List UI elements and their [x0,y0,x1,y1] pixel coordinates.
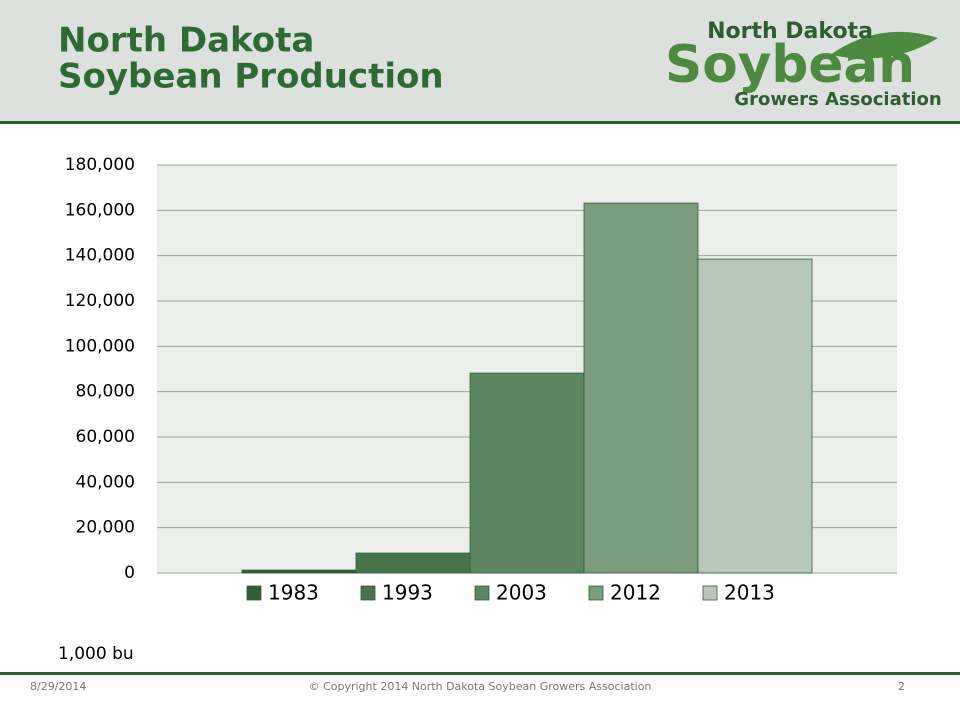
legend-swatch [360,585,376,601]
page-number: 2 [898,680,905,693]
logo-main: Soybean [665,35,915,95]
logo-top: North Dakota [707,19,873,44]
bar [583,202,699,574]
y-tick-label: 120,000 [65,291,135,311]
legend-swatch [246,585,262,601]
logo-leaf [830,31,938,59]
y-tick-label: 0 [124,563,135,583]
legend-label: 1983 [268,581,319,605]
legend-label: 1993 [382,581,433,605]
legend-label: 2013 [724,581,775,605]
legend-swatch [474,585,490,601]
y-tick-label: 140,000 [65,246,135,266]
y-tick-label: 80,000 [76,382,135,402]
header-rule [0,121,960,124]
title-line: Soybean Production [58,57,444,97]
y-tick-label: 40,000 [76,472,135,492]
y-tick-label: 20,000 [76,518,135,538]
footer-date: 8/29/2014 [30,680,86,693]
footer-rule [0,672,960,675]
y-tick-label: 160,000 [65,200,135,220]
bar [355,552,471,574]
y-tick-label: 100,000 [65,336,135,356]
unit-label: 1,000 bu [58,644,134,664]
legend-label: 2003 [496,581,547,605]
legend-label: 2012 [610,581,661,605]
logo: North Dakota Soybean Growers Association [665,19,942,110]
bar [241,569,357,574]
logo-bottom: Growers Association [734,89,941,110]
legend-swatch [702,585,718,601]
title-line: North Dakota [58,21,314,61]
bar [469,372,585,574]
header-band [0,0,960,122]
y-tick-label: 180,000 [65,155,135,175]
legend-swatch [588,585,604,601]
y-tick-label: 60,000 [76,427,135,447]
bar [697,258,813,574]
footer-copyright: © Copyright 2014 North Dakota Soybean Gr… [309,680,652,693]
